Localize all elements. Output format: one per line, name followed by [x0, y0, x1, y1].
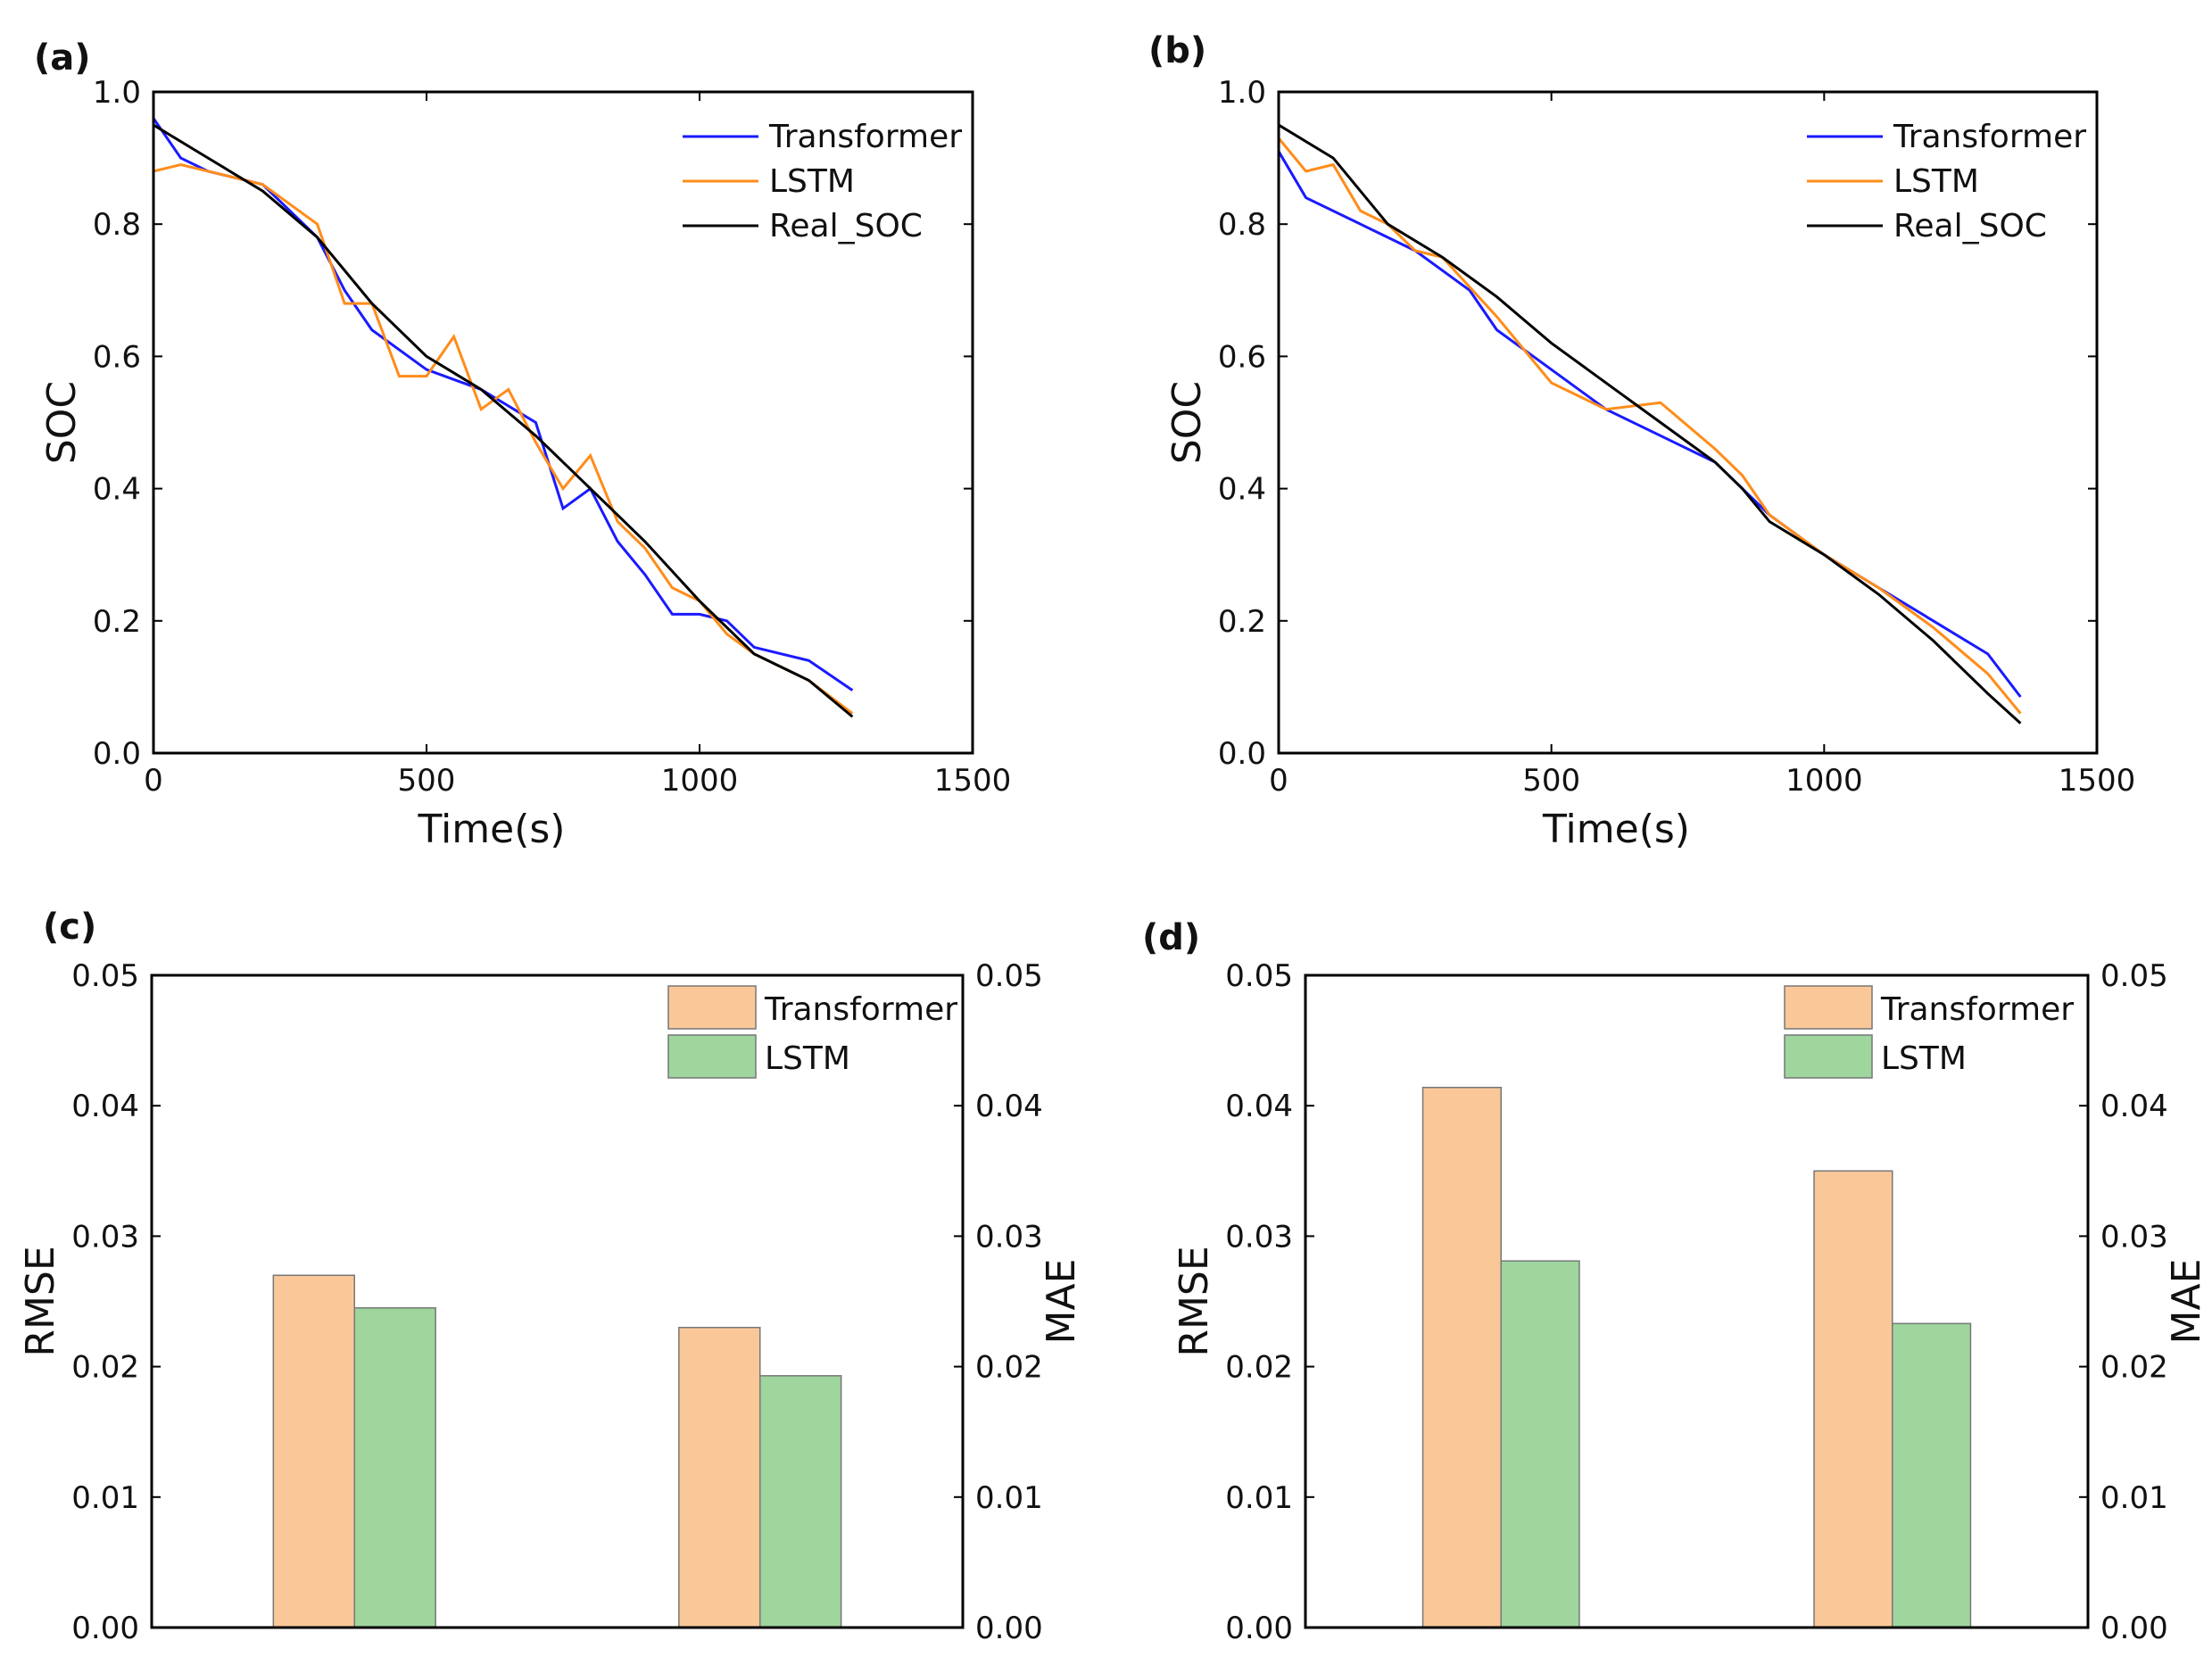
y-tick-label: 0.05 — [71, 958, 139, 994]
bar-lstm-mae — [1892, 1322, 1972, 1628]
series-line-transformer — [1277, 150, 2022, 698]
plot-frame — [152, 90, 974, 755]
legend-label: Transformer — [764, 991, 957, 1028]
panel-b: (b) 0 500 1000 1500 Time(s) Transformer LSTM Rea… — [1148, 30, 2135, 852]
x-tick-label: 1500 — [934, 763, 1012, 799]
y-tick-label: 0.6 — [1218, 339, 1266, 375]
x-tick-label: 0 — [144, 763, 163, 799]
x-tick-label: 1500 — [2059, 763, 2136, 799]
legend-label: LSTM — [1893, 163, 1979, 200]
y-tick-right-label: 0.01 — [2100, 1480, 2168, 1516]
y-tick-label: 0.05 — [1225, 958, 1293, 994]
legend-label: Transformer — [768, 119, 962, 155]
bar-lstm-mae — [759, 1375, 842, 1628]
legend-label: Real_SOC — [769, 208, 923, 244]
y-axis-label: SOC — [39, 381, 85, 464]
y-tick-label: 1.0 — [1218, 75, 1266, 111]
y-axis-label: RMSE — [18, 1246, 63, 1356]
legend-label: LSTM — [765, 1040, 850, 1077]
x-axis-label: Time(s) — [418, 807, 566, 852]
bar-lstm-rmse — [1500, 1260, 1580, 1628]
series-line-real_soc — [1278, 123, 2022, 725]
y-tick-right-label: 0.04 — [975, 1089, 1043, 1124]
y-tick-label: 0.0 — [93, 736, 141, 772]
bar-transformer-rmse — [272, 1274, 356, 1628]
y-axis-label: RMSE — [1172, 1246, 1217, 1356]
y-tick-label: 0.4 — [1218, 472, 1266, 508]
y-axis-right-label: MAE — [1039, 1259, 1084, 1345]
x-axis-label: Time(s) — [1542, 807, 1690, 852]
y-axis-right-label: MAE — [2164, 1259, 2209, 1345]
plot-frame — [1304, 973, 2090, 1629]
y-tick-label: 0.04 — [1225, 1089, 1293, 1124]
series-line-transformer — [152, 117, 854, 692]
panel-label: (b) — [1148, 30, 1206, 71]
y-tick-label: 0.04 — [71, 1089, 139, 1124]
y-tick-right-label: 0.03 — [2100, 1219, 2168, 1255]
bar-lstm-rmse — [353, 1307, 436, 1628]
y-tick-label: 0.2 — [93, 604, 141, 640]
panel-c: (c) Transformer LSTM MAE 0.00 0.01 0.02 0.03 0.0… — [18, 907, 1084, 1646]
y-tick-right-label: 0.05 — [2100, 958, 2168, 994]
panel-d: (d) Transformer LSTM MAE 0.00 0.01 0.02 0.03 0.0… — [1142, 917, 2209, 1646]
y-tick-right-label: 0.00 — [975, 1611, 1043, 1646]
legend-label: Real_SOC — [1893, 208, 2047, 244]
x-tick-label: 500 — [398, 763, 456, 799]
y-tick-right-label: 0.01 — [975, 1480, 1043, 1516]
panel-a: (a) 0 500 1000 1500 Time(s) Transformer LSTM Rea… — [34, 37, 1011, 852]
legend-label: LSTM — [1881, 1040, 1967, 1077]
y-tick-right-label: 0.03 — [975, 1219, 1043, 1255]
y-tick-right-label: 0.02 — [2100, 1350, 2168, 1386]
panel-label: (c) — [43, 907, 96, 948]
y-tick-label: 0.03 — [71, 1219, 139, 1255]
series-line-lstm — [1277, 137, 2022, 715]
y-tick-right-label: 0.02 — [975, 1350, 1043, 1386]
y-tick-label: 0.01 — [1225, 1480, 1293, 1516]
y-tick-label: 0.00 — [71, 1611, 139, 1646]
legend-label: Transformer — [1880, 991, 2074, 1028]
y-tick-label: 0.4 — [93, 472, 141, 508]
y-tick-label: 0.8 — [93, 207, 141, 243]
x-tick-label: 500 — [1522, 763, 1580, 799]
y-axis-label: SOC — [1164, 381, 1210, 464]
y-tick-label: 0.2 — [1218, 604, 1266, 640]
y-tick-label: 0.0 — [1218, 736, 1266, 772]
bar-transformer-mae — [678, 1326, 761, 1628]
y-tick-label: 0.8 — [1218, 207, 1266, 243]
y-tick-label: 0.01 — [71, 1480, 139, 1516]
legend-swatch — [667, 985, 757, 1030]
plot-frame — [150, 973, 965, 1629]
x-tick-label: 1000 — [661, 763, 739, 799]
legend-swatch — [1784, 1034, 1873, 1079]
legend-label: Transformer — [1893, 119, 2086, 155]
y-tick-label: 0.03 — [1225, 1219, 1293, 1255]
y-tick-label: 0.02 — [71, 1350, 139, 1386]
series-line-lstm — [153, 162, 854, 715]
series-line-real_soc — [153, 123, 854, 718]
legend-label: LSTM — [769, 163, 855, 200]
panel-label: (d) — [1142, 917, 1200, 958]
y-tick-label: 0.00 — [1225, 1611, 1293, 1646]
x-tick-label: 0 — [1269, 763, 1288, 799]
bar-transformer-mae — [1813, 1170, 1893, 1628]
panel-label: (a) — [34, 37, 91, 79]
y-tick-right-label: 0.04 — [2100, 1089, 2168, 1124]
legend-swatch — [667, 1034, 757, 1079]
y-tick-label: 0.02 — [1225, 1350, 1293, 1386]
y-tick-label: 1.0 — [93, 75, 141, 111]
x-tick-label: 1000 — [1785, 763, 1863, 799]
legend-swatch — [1784, 985, 1873, 1030]
y-tick-right-label: 0.00 — [2100, 1611, 2168, 1646]
plot-frame — [1277, 90, 2099, 755]
y-tick-label: 0.6 — [93, 339, 141, 375]
y-tick-right-label: 0.05 — [975, 958, 1043, 994]
bar-transformer-rmse — [1421, 1086, 1503, 1628]
